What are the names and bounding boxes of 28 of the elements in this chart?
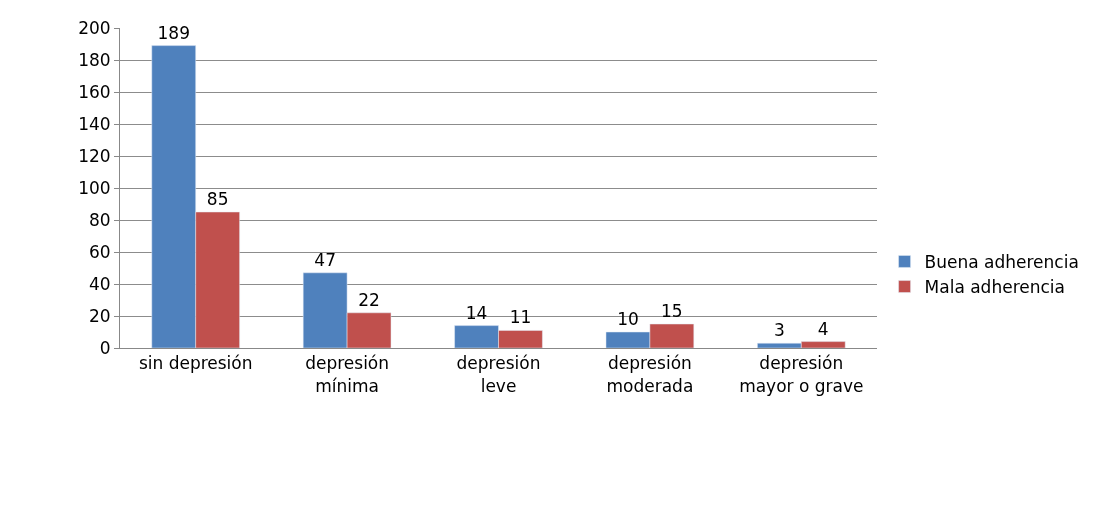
- legend-label: Mala adherencia: [924, 277, 1065, 298]
- data-label: 15: [661, 301, 683, 321]
- x-tick-label: sin depresión: [138, 353, 253, 374]
- data-label: 3: [773, 320, 785, 341]
- y-tick-label: 200: [78, 17, 111, 38]
- y-tick-label: 160: [78, 81, 111, 102]
- data-label: 189: [157, 22, 190, 43]
- data-label: 22: [358, 289, 380, 310]
- data-label: 47: [314, 249, 336, 270]
- y-tick-label: 180: [78, 49, 111, 70]
- data-label: 11: [509, 307, 532, 328]
- y-tick-label: 120: [78, 145, 111, 166]
- y-tick-label: 80: [88, 209, 111, 230]
- x-tick-label: depresión mínima: [305, 353, 390, 396]
- x-tick-label: depresión moderada: [606, 353, 694, 396]
- data-label: 14: [465, 302, 488, 323]
- y-tick-label: 0: [99, 337, 111, 358]
- data-label: 4: [817, 318, 829, 339]
- legend-label: Buena adherencia: [924, 252, 1079, 273]
- y-tick-label: 20: [88, 305, 111, 326]
- data-label: 10: [617, 309, 639, 329]
- y-tick-label: 100: [78, 177, 111, 198]
- y-tick-label: 40: [88, 273, 111, 294]
- y-tick-label: 60: [88, 241, 111, 262]
- data-label: 85: [206, 189, 229, 209]
- x-tick-label: depresión leve: [456, 353, 541, 396]
- x-tick-label: depresión mayor o grave: [739, 353, 864, 396]
- y-tick-label: 140: [78, 113, 111, 134]
